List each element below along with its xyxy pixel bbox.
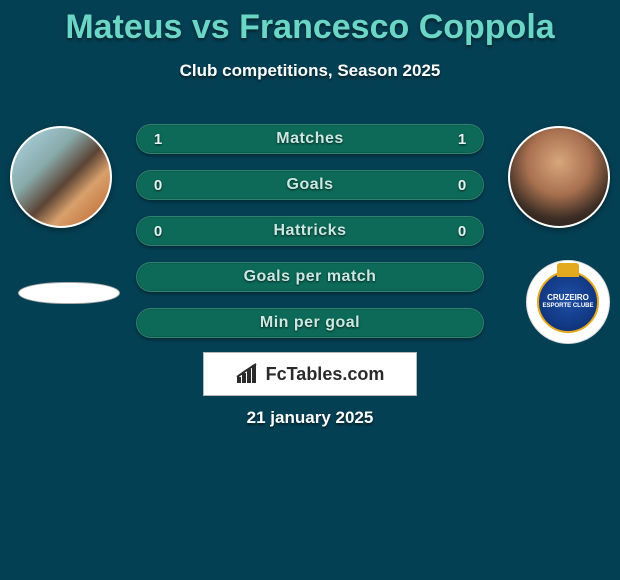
stat-label: Hattricks <box>137 222 483 240</box>
date-label: 21 january 2025 <box>0 408 620 428</box>
stat-label: Min per goal <box>137 314 483 332</box>
stat-right-value: 0 <box>455 177 469 194</box>
stat-right-value: 0 <box>455 223 469 240</box>
stat-label: Goals <box>137 176 483 194</box>
stat-left-value: 0 <box>151 177 165 194</box>
subtitle: Club competitions, Season 2025 <box>0 61 620 81</box>
stat-row-goals-per-match: Goals per match <box>136 262 484 292</box>
player-left-club-logo <box>18 282 120 304</box>
stat-row-goals: 0 Goals 0 <box>136 170 484 200</box>
stat-left-value: 1 <box>151 131 165 148</box>
player-right-club-logo: CRUZEIRO ESPORTE CLUBE <box>526 260 610 344</box>
page-title: Mateus vs Francesco Coppola <box>0 8 620 47</box>
stat-row-matches: 1 Matches 1 <box>136 124 484 154</box>
fctables-label: FcTables.com <box>266 364 385 385</box>
stat-rows: 1 Matches 1 0 Goals 0 0 Hattricks 0 Goal… <box>136 124 484 354</box>
player-right-avatar <box>508 126 610 228</box>
fctables-badge[interactable]: FcTables.com <box>203 352 417 396</box>
stat-left-value: 0 <box>151 223 165 240</box>
bar-chart-icon <box>236 363 262 385</box>
stat-label: Goals per match <box>137 268 483 286</box>
stat-row-hattricks: 0 Hattricks 0 <box>136 216 484 246</box>
player-left-avatar <box>10 126 112 228</box>
stat-label: Matches <box>137 130 483 148</box>
stat-row-min-per-goal: Min per goal <box>136 308 484 338</box>
stat-right-value: 1 <box>455 131 469 148</box>
